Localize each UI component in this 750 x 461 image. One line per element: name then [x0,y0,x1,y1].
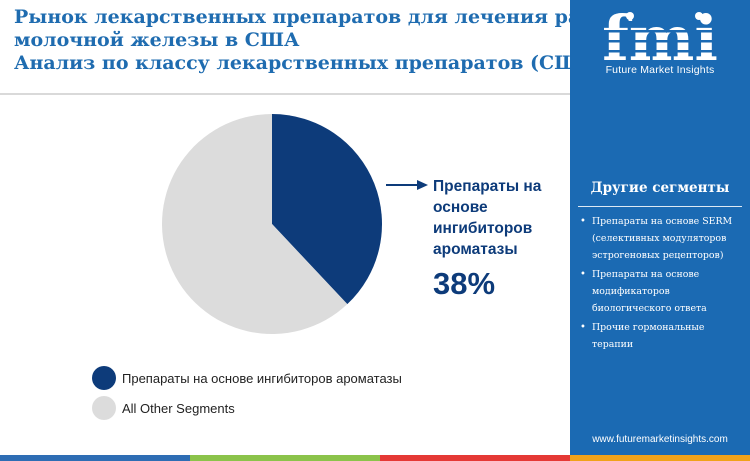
website-link[interactable]: www.futuremarketinsights.com [592,434,728,445]
bar-segment-green [190,455,380,461]
list-item: Препараты на основе SERM (селективных мо… [578,213,744,264]
callout-label: Препараты на основе ингибиторов ароматаз… [433,178,542,258]
legend-swatch [92,396,116,420]
list-item: Препараты на основе модификаторов биолог… [578,266,744,317]
title-line-1: Рынок лекарственных препаратов для лечен… [14,6,607,28]
pie-slice-other [161,114,348,334]
legend-label: All Other Segments [122,400,235,416]
list-item: Прочие гормональные терапии [578,319,744,353]
sidebar: fmi Future Market Insights Другие сегмен… [570,0,750,461]
logo-stripes [595,30,725,53]
segments-divider [578,206,742,207]
page-title: Рынок лекарственных препаратов для лечен… [14,6,607,75]
other-segments-list: Препараты на основе SERM (селективных мо… [578,213,744,355]
bar-segment-red [380,455,570,461]
other-segments-title: Другие сегменты [590,180,730,196]
pie-slice-aromatase [272,114,382,305]
callout-value: 38% [433,266,496,301]
legend-item-aromatase: Препараты на основе ингибиторов ароматаз… [92,366,402,390]
pie-chart [161,114,428,334]
title-line-3: Анализ по классу лекарственных препарато… [14,52,603,74]
pie-slices [161,114,382,334]
callout-arrow [386,180,428,190]
logo-dots-icon [626,12,703,20]
bottom-color-bar [0,455,750,461]
bar-segment-orange [570,455,750,461]
legend-label: Препараты на основе ингибиторов ароматаз… [122,370,402,386]
header-divider [0,93,570,95]
title-line-2: молочной железы в США [14,29,300,51]
legend-swatch [92,366,116,390]
bar-segment-blue [0,455,190,461]
legend-item-other: All Other Segments [92,396,235,420]
fmi-logo: fmi [595,6,725,75]
logo-subtitle: Future Market Insights [605,64,715,76]
